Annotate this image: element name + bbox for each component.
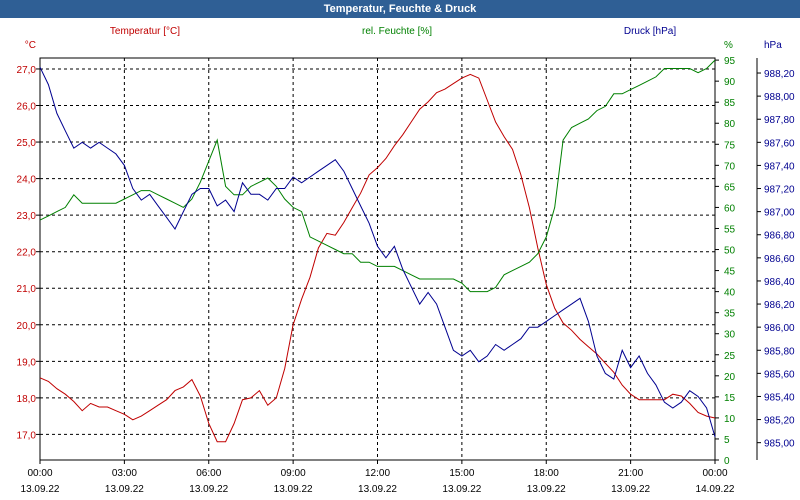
y-left-tick-label: 27,0 <box>17 65 37 76</box>
y-right2-tick-label: 985,60 <box>764 369 795 380</box>
x-tick-date: 13.09.22 <box>527 484 566 495</box>
y-right2-tick-label: 987,80 <box>764 115 795 126</box>
series-line-left <box>39 73 716 443</box>
series-title-1: Temperatur [°C] <box>110 26 180 37</box>
y-right2-unit: hPa <box>764 40 782 51</box>
x-tick-date: 13.09.22 <box>358 484 397 495</box>
y-right1-tick-label: 15 <box>724 393 736 404</box>
y-right2-tick-label: 986,40 <box>764 277 795 288</box>
y-right1-tick-label: 20 <box>724 372 736 383</box>
chart: 00:00 13.09.22 03:00 13.09.22 06:00 13.09.22 0… <box>17 26 795 495</box>
x-tick-time: 00:00 <box>702 468 727 479</box>
y-right2-tick-label: 987,20 <box>764 185 795 196</box>
y-right1-tick-label: 0 <box>724 456 730 467</box>
y-left-tick-label: 22,0 <box>17 248 37 259</box>
x-tick-date: 13.09.22 <box>105 484 144 495</box>
y-left-tick-label: 26,0 <box>17 102 37 113</box>
x-tick-date: 13.09.22 <box>189 484 228 495</box>
y-left-tick-label: 23,0 <box>17 211 37 222</box>
series-line-right2 <box>39 66 716 438</box>
y-left-tick-label: 25,0 <box>17 138 37 149</box>
y-right2-tick-label: 987,00 <box>764 208 795 219</box>
y-left-tick-label: 21,0 <box>17 284 37 295</box>
y-right2-tick-label: 986,20 <box>764 300 795 311</box>
y-left-tick-label: 17,0 <box>17 430 37 441</box>
y-left-tick-label: 20,0 <box>17 321 37 332</box>
y-right2-tick-label: 988,00 <box>764 92 795 103</box>
y-right2-tick-label: 988,20 <box>764 69 795 80</box>
x-tick-date: 13.09.22 <box>442 484 481 495</box>
series-title-2: rel. Feuchte [%] <box>362 26 432 37</box>
series-line-right1 <box>39 59 716 293</box>
y-right1-tick-label: 75 <box>724 140 736 151</box>
x-tick-time: 18:00 <box>534 468 559 479</box>
y-right2-tick-label: 987,60 <box>764 138 795 149</box>
y-right1-unit: % <box>724 40 733 51</box>
y-right2-tick-label: 987,40 <box>764 161 795 172</box>
y-right1-tick-label: 55 <box>724 224 736 235</box>
y-right1-tick-label: 30 <box>724 330 736 341</box>
y-right2-tick-label: 986,00 <box>764 323 795 334</box>
y-left-tick-label: 24,0 <box>17 175 37 186</box>
y-left-tick-label: 18,0 <box>17 394 37 405</box>
y-right1-tick-label: 25 <box>724 351 736 362</box>
x-tick-date: 14.09.22 <box>696 484 735 495</box>
y-right1-tick-label: 40 <box>724 288 736 299</box>
y-right1-tick-label: 95 <box>724 56 736 67</box>
y-right1-tick-label: 5 <box>724 435 730 446</box>
y-right2-tick-label: 986,80 <box>764 231 795 242</box>
x-tick-time: 09:00 <box>281 468 306 479</box>
x-tick-time: 03:00 <box>112 468 137 479</box>
y-right1-tick-label: 90 <box>724 77 736 88</box>
x-tick-time: 15:00 <box>449 468 474 479</box>
x-tick-date: 13.09.22 <box>274 484 313 495</box>
y-right1-tick-label: 70 <box>724 161 736 172</box>
series-title-3: Druck [hPa] <box>624 26 676 37</box>
y-right2-tick-label: 985,80 <box>764 346 795 357</box>
y-right1-tick-label: 65 <box>724 182 736 193</box>
y-right1-tick-label: 10 <box>724 414 736 425</box>
x-tick-time: 12:00 <box>365 468 390 479</box>
y-right2-tick-label: 985,20 <box>764 416 795 427</box>
y-right2-tick-label: 986,60 <box>764 254 795 265</box>
y-right2-tick-label: 985,40 <box>764 392 795 403</box>
y-right1-tick-label: 35 <box>724 309 736 320</box>
y-right1-tick-label: 50 <box>724 246 736 257</box>
y-right1-tick-label: 60 <box>724 203 736 214</box>
x-tick-date: 13.09.22 <box>611 484 650 495</box>
y-right1-tick-label: 85 <box>724 98 736 109</box>
y-right2-tick-label: 985,00 <box>764 439 795 450</box>
x-tick-date: 13.09.22 <box>21 484 60 495</box>
x-tick-time: 21:00 <box>618 468 643 479</box>
y-right1-tick-label: 80 <box>724 119 736 130</box>
y-left-tick-label: 19,0 <box>17 357 37 368</box>
y-left-unit: °C <box>25 40 36 51</box>
y-right1-tick-label: 45 <box>724 267 736 278</box>
chart-title: Temperatur, Feuchte & Druck <box>0 0 800 18</box>
x-tick-time: 06:00 <box>196 468 221 479</box>
x-tick-time: 00:00 <box>27 468 52 479</box>
